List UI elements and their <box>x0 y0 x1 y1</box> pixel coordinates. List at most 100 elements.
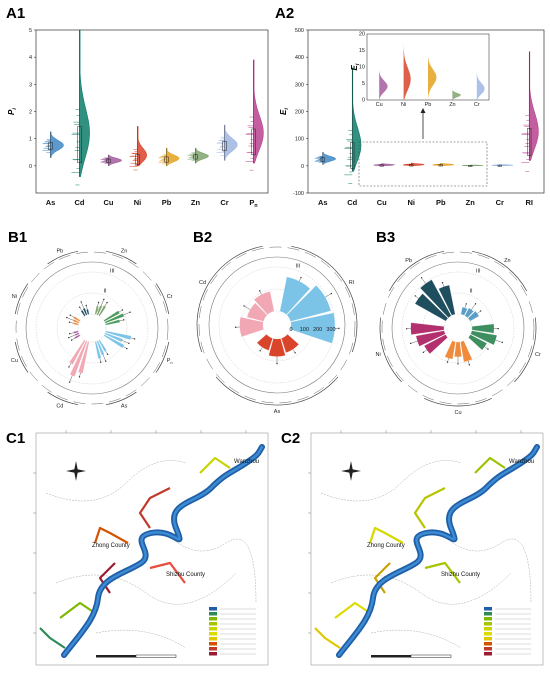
error-dot <box>129 312 130 313</box>
y-tick-label: 1 <box>29 137 32 143</box>
group-label: Zn <box>504 258 510 264</box>
error-dot <box>71 339 72 340</box>
error-dot <box>123 319 124 320</box>
category-label: As <box>46 198 56 207</box>
group-arc <box>380 318 402 382</box>
error-dot <box>410 343 411 344</box>
polar-ring <box>78 314 106 342</box>
group-label: As <box>121 404 128 410</box>
panel-label-b2: B2 <box>193 229 212 246</box>
violin-ri <box>529 52 538 161</box>
legend-swatch <box>484 652 492 656</box>
category-label: Zn <box>466 198 476 207</box>
radial-tick-label: 200 <box>313 327 322 333</box>
category-label: Cd <box>75 198 85 207</box>
error-dot <box>475 303 476 304</box>
category-label: Zn <box>191 198 201 207</box>
polar-bar-cu <box>445 341 456 360</box>
y-tick-label: 4 <box>29 55 32 61</box>
y-tick-label: 5 <box>29 28 32 34</box>
legend-swatch <box>209 637 217 641</box>
panel-label-b1: B1 <box>8 229 27 246</box>
polar-ring <box>36 272 148 384</box>
legend-swatch <box>484 637 492 641</box>
panel-label-b3: B3 <box>376 229 395 246</box>
inset-category-label: Ni <box>401 102 406 108</box>
y-tick-label: 3 <box>29 82 32 88</box>
scale-bar <box>96 655 136 658</box>
place-label-wanzhou: Wanzhou <box>234 459 259 465</box>
violin-cd <box>80 30 90 177</box>
error-dot <box>69 381 70 382</box>
error-whisker <box>496 340 503 342</box>
error-dot <box>81 301 82 302</box>
polar-bar-cu <box>454 342 461 357</box>
error-whisker <box>101 299 104 305</box>
violin-ni <box>138 126 147 165</box>
category-label: RI <box>526 198 534 207</box>
error-dot <box>480 310 481 311</box>
chart-b2: B2 IIIIIIRIAsCd0100200300 <box>185 225 370 415</box>
radial-tick-label: 100 <box>300 327 309 333</box>
panel-label-a1: A1 <box>6 5 25 22</box>
error-dot <box>69 322 70 323</box>
place-label-shizhu: Shizhu County <box>166 572 205 578</box>
group-label: Cd <box>56 404 63 410</box>
y-tick-label: 0 <box>29 164 32 170</box>
group-label: Cu <box>454 410 461 415</box>
group-label: Pn <box>167 358 173 365</box>
panel-label-c1: C1 <box>6 430 25 447</box>
place-label-wanzhou: Wanzhou <box>509 459 534 465</box>
error-dot <box>415 295 416 296</box>
error-dot <box>105 361 106 362</box>
error-whisker <box>81 302 84 308</box>
error-dot <box>294 352 295 353</box>
error-dot <box>122 309 123 310</box>
plot-frame <box>36 30 268 193</box>
error-whisker <box>103 355 106 361</box>
error-dot <box>259 290 260 291</box>
polar-bar-cu <box>460 341 472 362</box>
group-arc <box>514 318 536 382</box>
group-label: As <box>274 409 281 415</box>
group-label: Cd <box>199 280 206 286</box>
error-dot <box>243 305 244 306</box>
group-label: Cu <box>11 358 18 364</box>
panel-b3: B3 IIIIIIZnCrCuNiPb <box>370 225 550 415</box>
radial-tick-label: 0 <box>289 327 292 333</box>
legend-swatch <box>484 607 492 611</box>
error-dot <box>502 342 503 343</box>
ring-label: III <box>296 264 301 270</box>
error-dot <box>300 277 301 278</box>
inset-tick-label: 20 <box>359 32 365 38</box>
legend-swatch <box>209 607 217 611</box>
group-label: Ni <box>12 294 17 300</box>
place-label-shizhu: Shizhu County <box>441 572 480 578</box>
y-tick-label: 400 <box>295 55 304 61</box>
legend-swatch <box>484 617 492 621</box>
polar-ring <box>26 262 158 394</box>
error-whisker <box>124 312 130 315</box>
legend-swatch <box>484 647 492 651</box>
error-dot <box>331 293 332 294</box>
category-label: Cr <box>496 198 504 207</box>
error-dot <box>68 366 69 367</box>
y-tick-label: 300 <box>295 82 304 88</box>
y-axis-label: Pi <box>7 108 18 115</box>
error-dot <box>106 302 107 303</box>
ring-label: II <box>103 288 107 294</box>
legend-swatch <box>209 622 217 626</box>
scale-bar <box>136 655 176 658</box>
group-label: Zn <box>121 248 127 254</box>
place-label-zhong: Zhong County <box>367 543 405 549</box>
group-label: Cr <box>167 294 173 300</box>
group-arc <box>216 377 338 405</box>
ring-label: II <box>469 288 473 294</box>
group-label: Cr <box>535 352 541 358</box>
radial-tick-label: 300 <box>326 327 335 333</box>
